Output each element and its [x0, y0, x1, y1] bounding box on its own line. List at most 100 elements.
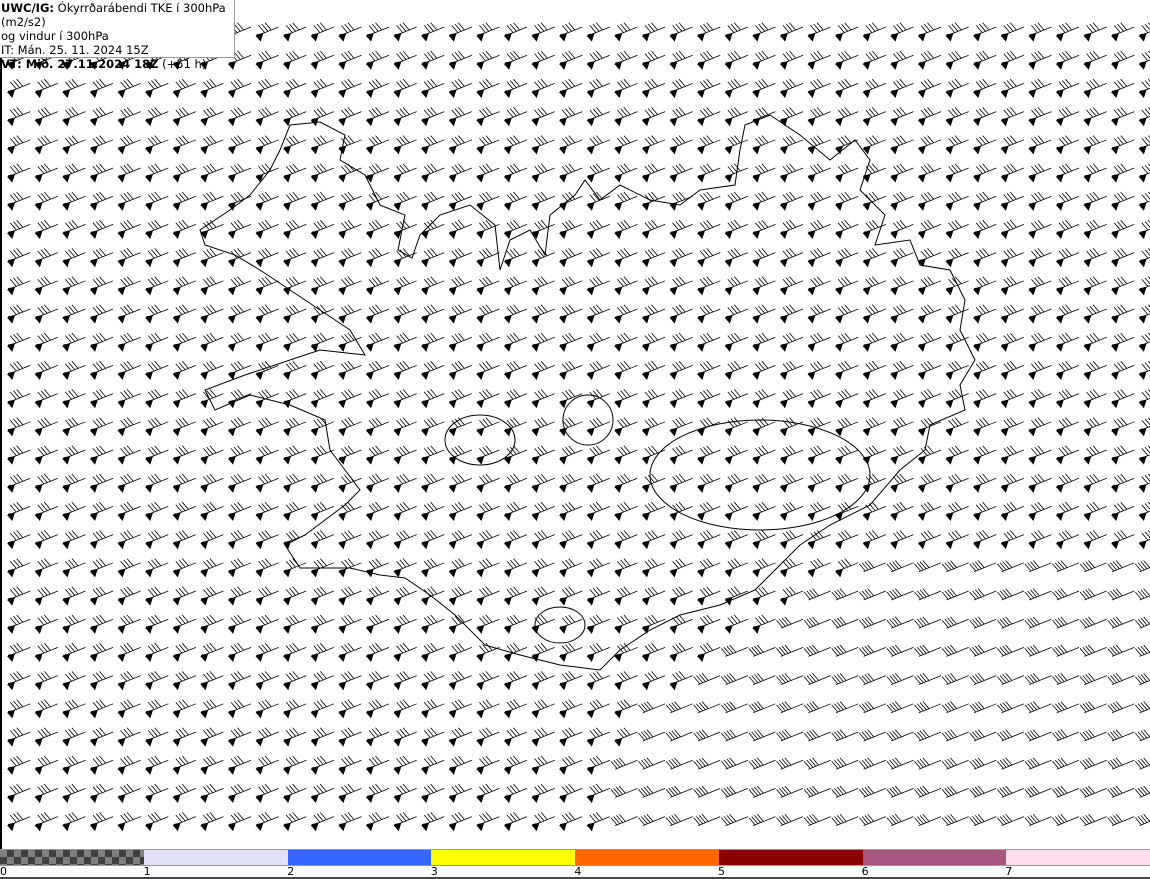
- wind-barb: [941, 729, 969, 742]
- wind-barb: [200, 332, 224, 352]
- wind-barb: [858, 644, 887, 657]
- wind-barb: [1000, 50, 1025, 70]
- wind-barb: [117, 248, 141, 268]
- wind-barb: [697, 248, 721, 268]
- wind-barb: [1138, 304, 1150, 324]
- wind-barb: [973, 501, 997, 522]
- legend-swatch-5: [718, 850, 863, 865]
- wind-barb: [693, 785, 721, 798]
- wind-barb: [858, 672, 887, 685]
- wind-barb: [255, 699, 279, 719]
- wind-barb: [835, 22, 859, 42]
- wind-barb: [724, 586, 749, 606]
- wind-barb: [393, 219, 417, 240]
- wind-barb: [448, 135, 473, 155]
- wind-barb: [504, 783, 528, 804]
- wind-barb: [862, 530, 887, 550]
- wind-barb: [918, 50, 942, 70]
- wind-barb: [90, 586, 114, 606]
- wind-barb: [310, 699, 335, 719]
- wind-barb: [531, 671, 555, 691]
- wind-barb: [559, 191, 583, 211]
- wind-barb: [421, 135, 445, 155]
- wind-barb: [7, 304, 31, 324]
- wind-barb: [476, 586, 500, 606]
- wind-barb: [973, 50, 997, 70]
- wind-barb: [393, 699, 417, 719]
- wind-barb: [255, 219, 279, 240]
- wind-barb: [172, 276, 197, 296]
- wind-barb: [914, 757, 942, 770]
- wind-barb: [117, 473, 141, 493]
- wind-barb: [7, 163, 31, 183]
- wind-barb: [145, 219, 169, 240]
- wind-barb: [890, 50, 914, 70]
- wind-barb: [117, 530, 141, 550]
- wind-barb: [366, 755, 390, 775]
- wind-barb: [724, 248, 749, 268]
- wind-barb: [310, 50, 335, 70]
- wind-barb: [172, 614, 197, 634]
- wind-barb: [665, 701, 693, 714]
- wind-barb: [807, 417, 831, 437]
- wind-barb: [1083, 78, 1107, 99]
- wind-barb: [697, 22, 721, 42]
- wind-barb: [476, 727, 500, 747]
- wind-barb: [200, 78, 224, 99]
- wind-barb: [835, 360, 859, 381]
- wind-barb: [476, 755, 500, 775]
- wind-barb: [559, 163, 583, 183]
- wind-barb: [669, 445, 693, 465]
- wind-barb: [90, 812, 114, 832]
- wind-barb: [448, 755, 473, 775]
- wind-barb: [476, 163, 500, 183]
- wind-barb: [393, 812, 417, 832]
- wind-barb: [448, 304, 473, 324]
- wind-barb: [228, 78, 252, 99]
- wind-barb: [310, 783, 335, 804]
- wind-barb: [145, 727, 169, 747]
- wind-barb: [504, 501, 528, 522]
- wind-barb: [1134, 757, 1150, 770]
- wind-barb: [393, 276, 417, 296]
- wind-barb: [117, 586, 141, 606]
- wind-barb: [586, 107, 611, 127]
- wind-barb: [559, 22, 583, 42]
- wind-barb: [34, 530, 59, 550]
- wind-barb: [1083, 163, 1107, 183]
- wind-barb: [914, 644, 942, 657]
- wind-barb: [1000, 22, 1025, 42]
- legend-tick-label: 5: [718, 865, 725, 878]
- wind-barb: [1056, 530, 1080, 550]
- wind-barb: [835, 276, 859, 296]
- wind-barb: [200, 727, 224, 747]
- wind-barb: [1111, 22, 1135, 42]
- wind-barb: [1052, 757, 1080, 770]
- wind-barb: [858, 785, 887, 798]
- hofsjokull-outline: [562, 394, 614, 446]
- wind-barb: [945, 22, 969, 42]
- wind-barb: [969, 588, 997, 601]
- wind-barb: [724, 389, 749, 409]
- wind-barb: [614, 642, 638, 663]
- wind-barb: [421, 191, 445, 211]
- wind-barb: [255, 248, 279, 268]
- wind-barb: [7, 558, 31, 578]
- wind-barb: [720, 813, 749, 826]
- wind-barb: [255, 783, 279, 804]
- legend-swatch-0: [0, 850, 144, 865]
- wind-barb: [310, 219, 335, 240]
- wind-barb: [172, 389, 197, 409]
- wind-barb: [1138, 107, 1150, 127]
- wind-barb: [172, 699, 197, 719]
- wind-barb: [1000, 219, 1025, 240]
- wind-barb: [62, 276, 86, 296]
- wind-barb: [1111, 276, 1135, 296]
- wind-barb: [614, 50, 638, 70]
- wind-barb: [200, 389, 224, 409]
- wind-barb: [642, 163, 666, 183]
- wind-barb: [1079, 644, 1107, 657]
- wind-barb: [200, 812, 224, 832]
- wind-barb: [1052, 729, 1080, 742]
- wind-barb: [918, 248, 942, 268]
